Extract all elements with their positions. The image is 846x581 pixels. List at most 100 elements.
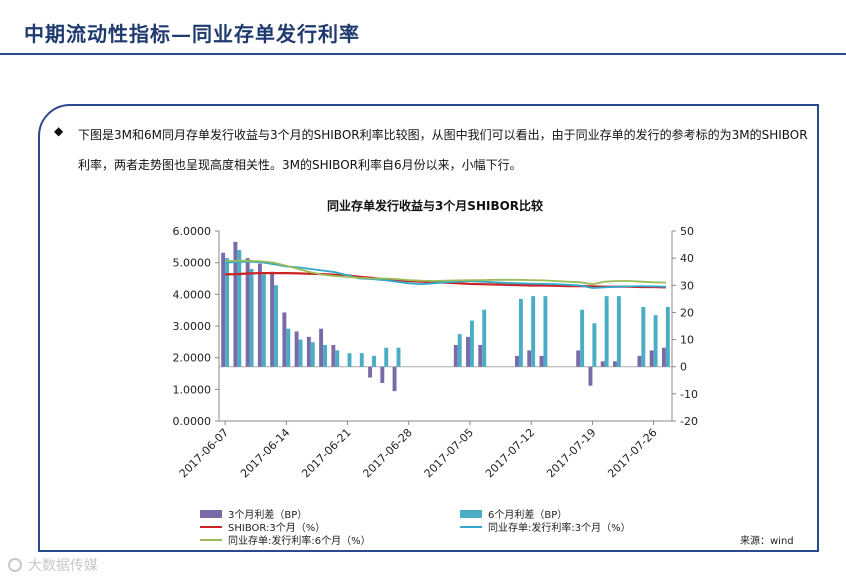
bar-6m xyxy=(298,339,303,367)
y-left-tick-label: 6.0000 xyxy=(173,225,212,238)
y-right-tick-label: 30 xyxy=(680,279,694,292)
bar-3m xyxy=(576,350,581,367)
bar-3m xyxy=(466,336,470,367)
x-tick-label: 2017-07-12 xyxy=(483,426,537,480)
intro-paragraph: 下图是3M和6M同月存单发行收益与3个月的SHIBOR利率比较图，从图中我们可以… xyxy=(78,128,808,172)
bar-3m xyxy=(539,355,544,367)
legend-item: 同业存单:发行利率:3个月（%） xyxy=(460,519,631,534)
bar-3m xyxy=(478,345,483,367)
x-tick-label: 2017-07-26 xyxy=(605,426,659,480)
bar-6m xyxy=(274,285,279,367)
x-tick-label: 2017-07-19 xyxy=(544,426,598,480)
bar-6m xyxy=(592,323,597,367)
content-panel xyxy=(38,104,819,552)
watermark-text: 大数据传媒 xyxy=(28,558,98,574)
bar-3m xyxy=(527,350,532,367)
bar-6m xyxy=(396,347,401,367)
y-right-tick-label: 0 xyxy=(680,361,687,374)
y-right-tick-label: 10 xyxy=(680,334,694,347)
bar-3m xyxy=(368,366,373,378)
y-left-tick-label: 5.0000 xyxy=(173,257,212,270)
watermark-logo-icon xyxy=(8,558,22,572)
bar-6m xyxy=(665,307,670,367)
bar-6m xyxy=(482,309,487,367)
bar-6m xyxy=(335,350,340,367)
line-ncd-3m xyxy=(225,260,666,289)
legend-item: 6个月利差（BP） xyxy=(460,506,567,521)
y-left-tick-label: 3.0000 xyxy=(173,320,212,333)
bar-6m xyxy=(384,347,389,367)
bullet-diamond-icon: ◆ xyxy=(54,124,64,138)
y-right-tick-label: -10 xyxy=(680,388,698,401)
y-right-tick-label: 20 xyxy=(680,306,694,319)
bar-3m xyxy=(600,361,605,367)
bar-6m xyxy=(372,355,376,367)
x-tick-label: 2017-06-14 xyxy=(238,426,292,480)
bar-6m xyxy=(347,353,352,367)
bar-3m xyxy=(612,361,617,367)
bar-3m xyxy=(221,252,226,367)
bar-3m xyxy=(294,331,299,367)
bar-3m xyxy=(637,355,642,367)
bar-6m xyxy=(261,274,266,367)
legend-label: 6个月利差（BP） xyxy=(488,510,568,521)
legend-item: 同业存单:发行利率:6个月（%） xyxy=(200,532,371,547)
y-right-tick-label: 50 xyxy=(680,225,694,238)
y-right-tick-label: 40 xyxy=(680,252,694,265)
legend-label: 3个月利差（BP） xyxy=(228,510,308,521)
bar-6m xyxy=(310,342,315,367)
x-tick-label: 2017-06-21 xyxy=(299,426,353,480)
title-divider xyxy=(0,53,846,55)
bar-6m xyxy=(518,298,523,367)
bar-3m xyxy=(649,350,654,367)
legend-bar-swatch xyxy=(460,509,482,518)
bar-6m xyxy=(604,296,609,367)
y-left-tick-label: 4.0000 xyxy=(173,288,212,301)
bar-3m xyxy=(270,271,275,367)
bar-6m xyxy=(616,296,621,367)
legend-line-swatch xyxy=(460,525,482,528)
bar-3m xyxy=(661,347,666,367)
bar-3m xyxy=(306,336,311,367)
bar-3m xyxy=(331,345,336,367)
bar-6m xyxy=(543,296,548,367)
bar-3m xyxy=(380,366,385,383)
y-right-tick-label: -20 xyxy=(680,415,698,428)
bar-6m xyxy=(323,345,327,367)
x-tick-label: 2017-07-05 xyxy=(422,426,476,480)
page-title: 中期流动性指标—同业存单发行利率 xyxy=(24,22,360,46)
legend-line-swatch xyxy=(200,525,222,528)
bar-6m xyxy=(286,328,291,367)
bar-3m xyxy=(453,345,458,367)
bar-6m xyxy=(641,307,646,367)
y-left-tick-label: 0.0000 xyxy=(173,415,212,428)
line-ncd-6m xyxy=(225,259,666,286)
legend-bar-swatch xyxy=(200,509,222,518)
chart-title: 同业存单发行收益与3个月SHIBOR比较 xyxy=(326,199,544,213)
legend-item: 3个月利差（BP） xyxy=(200,506,307,521)
bar-3m xyxy=(257,263,262,367)
bar-6m xyxy=(249,269,254,367)
bar-3m xyxy=(588,366,593,386)
bar-6m xyxy=(225,258,230,367)
bar-6m xyxy=(653,315,658,367)
x-tick-label: 2017-06-07 xyxy=(177,426,231,480)
bar-3m xyxy=(392,366,397,392)
legend-label: SHIBOR:3个月（%） xyxy=(228,523,326,534)
bar-6m xyxy=(237,250,242,367)
bar-6m xyxy=(469,320,474,367)
legend-item: SHIBOR:3个月（%） xyxy=(200,519,325,534)
bar-3m xyxy=(233,241,238,367)
bar-3m xyxy=(319,328,324,367)
legend-line-swatch xyxy=(200,538,222,541)
y-left-tick-label: 2.0000 xyxy=(173,352,212,365)
watermark: 大数据传媒 xyxy=(8,555,98,575)
bar-3m xyxy=(245,258,250,367)
bar-3m xyxy=(515,355,519,367)
bar-6m xyxy=(457,334,462,367)
bar-6m xyxy=(359,353,364,367)
bar-6m xyxy=(580,309,585,367)
legend-label: 同业存单:发行利率:3个月（%） xyxy=(488,523,631,534)
bar-3m xyxy=(282,312,287,367)
